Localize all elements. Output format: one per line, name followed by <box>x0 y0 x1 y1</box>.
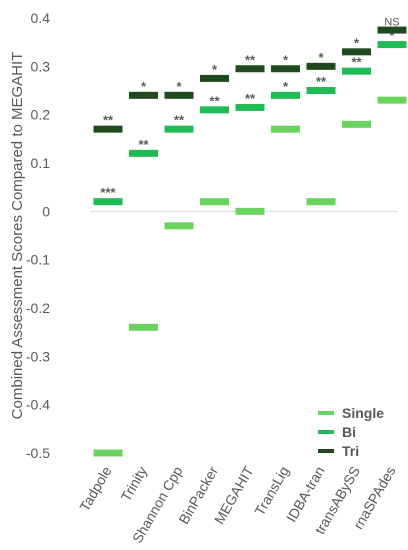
bi-marker <box>164 125 194 133</box>
tri-marker <box>306 62 336 70</box>
legend-swatch-single <box>318 411 334 415</box>
legend-swatch-tri <box>318 449 334 453</box>
tri-significance-label: ** <box>245 52 256 67</box>
bi-marker <box>377 41 407 49</box>
tri-marker <box>377 26 407 34</box>
single-marker <box>271 125 300 133</box>
tri-marker <box>93 125 123 133</box>
legend-label-single: Single <box>342 405 384 421</box>
bi-significance-label: ** <box>209 93 220 108</box>
bi-significance-label: ** <box>174 113 185 128</box>
bi-marker <box>129 149 158 157</box>
bi-marker <box>235 103 265 111</box>
y-tick-label: -0.5 <box>26 445 50 461</box>
legend-label-tri: Tri <box>342 443 359 459</box>
y-axis-label: Combined Assessment Scores Compared to M… <box>9 52 26 420</box>
y-tick-label: -0.2 <box>26 300 50 316</box>
legend-swatch-bi <box>318 430 334 434</box>
tri-significance-label: NS <box>384 17 399 29</box>
single-marker <box>164 222 194 230</box>
x-tick-label: Tadpole <box>76 463 114 514</box>
bi-significance-label: ** <box>245 91 256 106</box>
y-tick-label: -0.1 <box>26 252 50 268</box>
tri-marker <box>342 48 371 56</box>
bi-significance-label: ** <box>316 74 327 89</box>
tri-marker <box>200 74 229 82</box>
tri-significance-label: * <box>141 79 147 94</box>
bi-marker <box>342 67 371 75</box>
tri-marker <box>129 91 158 99</box>
bi-significance-label: * <box>389 28 395 43</box>
tri-marker <box>235 65 265 73</box>
y-tick-label: 0 <box>42 203 50 219</box>
tri-marker <box>271 65 300 73</box>
tri-significance-label: * <box>176 79 182 94</box>
single-marker <box>200 198 229 206</box>
tri-significance-label: ** <box>103 113 114 128</box>
bi-significance-label: ** <box>351 55 362 70</box>
tri-significance-label: * <box>283 52 289 67</box>
single-marker <box>93 449 123 457</box>
bi-marker <box>200 106 229 114</box>
y-tick-label: 0.4 <box>31 10 51 26</box>
single-marker <box>342 120 371 128</box>
tri-marker <box>164 91 194 99</box>
single-marker <box>129 323 158 331</box>
y-tick-label: 0.2 <box>31 107 51 123</box>
y-tick-label: -0.3 <box>26 348 50 364</box>
tri-significance-label: * <box>212 62 218 77</box>
single-marker <box>235 207 265 215</box>
y-tick-label: 0.1 <box>31 155 51 171</box>
y-tick-label: -0.4 <box>26 397 50 413</box>
bi-significance-label: *** <box>100 185 116 200</box>
tri-significance-label: * <box>354 35 360 50</box>
x-tick-label: Trinity <box>117 464 150 505</box>
bi-marker <box>93 198 123 206</box>
bi-marker <box>271 91 300 99</box>
legend-label-bi: Bi <box>342 424 356 440</box>
single-marker <box>306 198 336 206</box>
bi-marker <box>306 87 336 94</box>
bi-significance-label: * <box>283 79 289 94</box>
tri-significance-label: * <box>318 50 324 65</box>
y-tick-label: 0.3 <box>31 58 51 74</box>
single-marker <box>377 96 407 104</box>
bi-significance-label: ** <box>138 137 149 152</box>
